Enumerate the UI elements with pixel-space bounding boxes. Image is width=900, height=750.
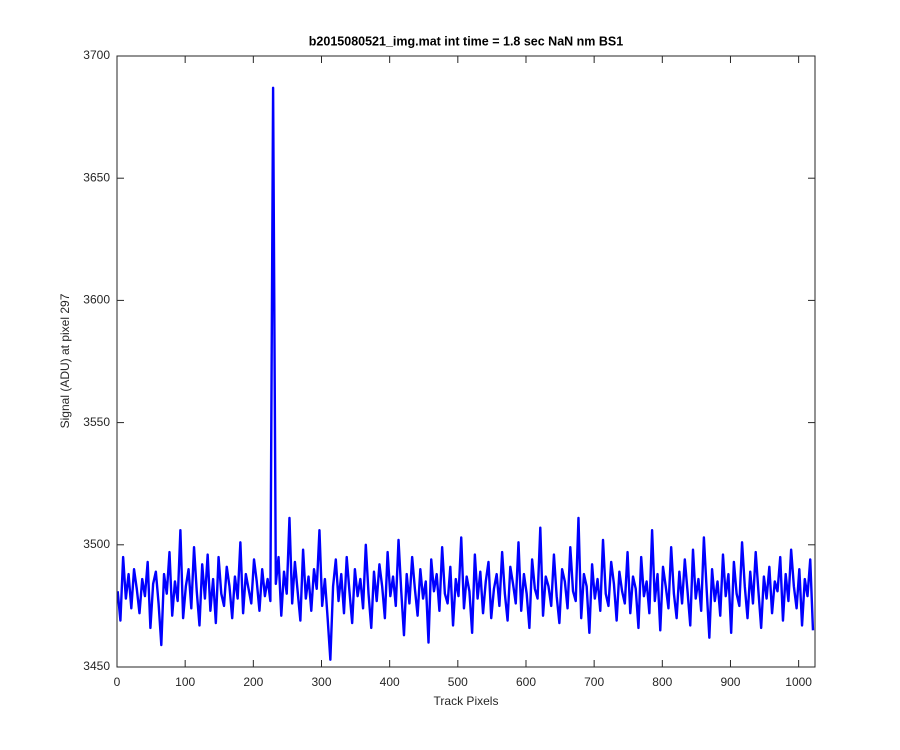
y-tick-label: 3500: [83, 537, 110, 551]
x-tick-label: 300: [311, 675, 331, 689]
y-tick-label: 3550: [83, 415, 110, 429]
x-tick-label: 700: [584, 675, 604, 689]
y-tick-label: 3450: [83, 659, 110, 673]
x-tick-label: 900: [720, 675, 740, 689]
x-tick-label: 500: [448, 675, 468, 689]
chart-title: b2015080521_img.mat int time = 1.8 sec N…: [309, 34, 623, 48]
x-tick-label: 200: [243, 675, 263, 689]
x-axis-label: Track Pixels: [434, 694, 499, 708]
x-tick-label: 400: [380, 675, 400, 689]
data-line: [116, 86, 815, 661]
axes-box: [116, 55, 816, 668]
y-axis-label: Signal (ADU) at pixel 297: [58, 293, 72, 428]
y-tick-label: 3650: [83, 170, 110, 184]
x-tick-label: 0: [114, 675, 121, 689]
y-tick-label: 3600: [83, 293, 110, 307]
x-tick-label: 600: [516, 675, 536, 689]
x-tick-label: 1000: [785, 675, 812, 689]
y-tick-label: 3700: [83, 48, 110, 62]
x-tick-label: 100: [175, 675, 195, 689]
x-tick-label: 800: [652, 675, 672, 689]
